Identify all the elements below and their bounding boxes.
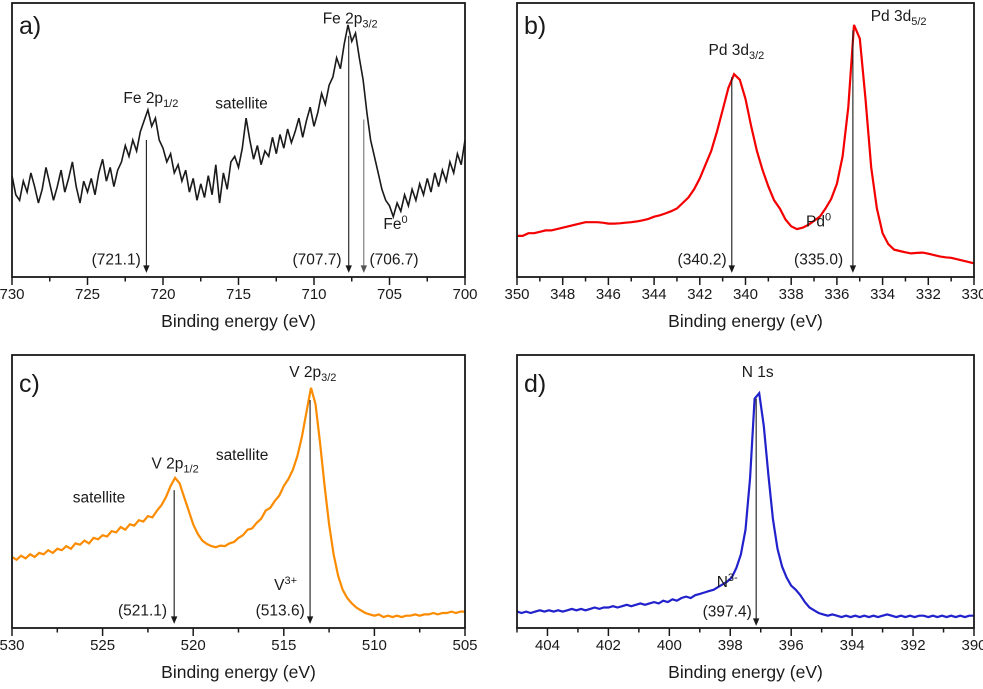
annotation: (707.7) [292,252,341,269]
annotation: (706.7) [369,252,418,269]
peak-arrowhead [360,265,368,273]
x-axis-title: Binding energy (eV) [161,311,316,331]
annotation: Fe 2p1/2 [123,90,178,110]
x-tick-label: 338 [779,286,804,303]
spectrum-curve-a [11,24,466,220]
x-tick-label: 340 [733,286,758,303]
x-tick-label: 334 [870,286,895,303]
x-tick-label: 510 [362,637,387,654]
x-tick-label: 332 [916,286,941,303]
x-tick-label: 336 [824,286,849,303]
x-tick-label: 700 [452,286,477,303]
panel-c: 505 510 515 520 525 530 Binding energy (eV) sat… [0,345,491,689]
spectrum-curve-d [516,390,974,619]
x-tick-label: 348 [550,286,575,303]
annotation: V3+ [274,575,297,594]
spectrum-plot-c: 505 510 515 520 525 530 Binding energy (eV) sat… [0,354,478,682]
annotation: Pd 3d3/2 [708,42,764,62]
x-tick-label: 392 [901,637,926,654]
annotation: satellite [215,96,268,113]
x-tick-label: 515 [271,637,296,654]
annotation: V 2p1/2 [152,455,199,475]
annotation: (340.2) [678,252,727,269]
plot-border [11,2,466,278]
x-tick-label: 342 [687,286,712,303]
annotation: Fe 2p3/2 [323,11,378,31]
x-tick-label: 344 [642,286,667,303]
x-tick-label: 530 [0,637,25,654]
peak-arrowhead [752,618,760,626]
annotation: (397.4) [703,604,752,621]
x-tick-label: 720 [150,286,175,303]
peak-arrowhead [170,616,178,624]
annotation: Pd 3d5/2 [871,8,927,28]
spectrum-plot-a: 700 705 710 715 720 725 730 Binding energy (eV)… [0,2,478,331]
x-tick-label: 520 [181,637,206,654]
annotation: V 2p3/2 [289,364,336,384]
x-tick-label: 404 [535,637,560,654]
panel-b: 330 332 334 336 338 340 342 344 346 348 350 Binding… [491,0,983,345]
spectrum-plot-d: 390 392 394 396 398 400 402 404 Binding energy (… [516,354,983,682]
spectrum-curve-b [517,24,975,265]
annotation: (513.6) [256,603,305,620]
spectrum-curve-c [11,387,465,619]
x-tick-label: 402 [596,637,621,654]
x-axis-title: Binding energy (eV) [161,662,316,682]
annotation: (335.0) [794,252,843,269]
x-tick-label: 710 [301,286,326,303]
annotation: N3- [717,572,738,591]
annotation: satellite [73,489,126,506]
x-tick-label: 400 [657,637,682,654]
panel-letter: a) [19,12,41,40]
x-tick-label: 725 [75,286,100,303]
plot-border [516,354,975,629]
peak-arrowhead [849,265,857,273]
x-tick-label: 394 [840,637,865,654]
peak-arrowhead [143,265,150,273]
peak-arrowhead [728,265,735,273]
panel-d: 390 392 394 396 398 400 402 404 Binding energy (… [491,345,983,689]
x-tick-label: 525 [90,637,115,654]
x-tick-label: 390 [961,637,983,654]
panel-a: 700 705 710 715 720 725 730 Binding energy (eV)… [0,0,491,345]
panel-letter: c) [19,370,40,398]
x-axis-title: Binding energy (eV) [668,311,823,331]
peak-arrowhead [306,616,314,624]
annotation: Pd0 [806,211,831,230]
x-tick-label: 398 [718,637,743,654]
x-tick-label: 505 [452,637,477,654]
peak-arrowhead [345,265,352,273]
x-tick-label: 730 [0,286,25,303]
x-tick-label: 705 [377,286,402,303]
x-tick-label: 330 [961,286,983,303]
annotation: (721.1) [92,252,141,269]
x-tick-label: 350 [504,286,529,303]
x-axis-title: Binding energy (eV) [668,662,823,682]
annotation: (521.1) [118,603,167,620]
annotation: N 1s [742,364,774,381]
x-tick-label: 346 [596,286,621,303]
spectrum-plot-b: 330 332 334 336 338 340 342 344 346 348 350 Binding… [504,2,983,331]
x-tick-label: 396 [779,637,804,654]
annotation: Fe0 [383,214,407,233]
panel-letter: b) [524,12,546,40]
panel-letter: d) [524,370,546,398]
x-tick-label: 715 [226,286,251,303]
annotation: satellite [216,447,269,464]
